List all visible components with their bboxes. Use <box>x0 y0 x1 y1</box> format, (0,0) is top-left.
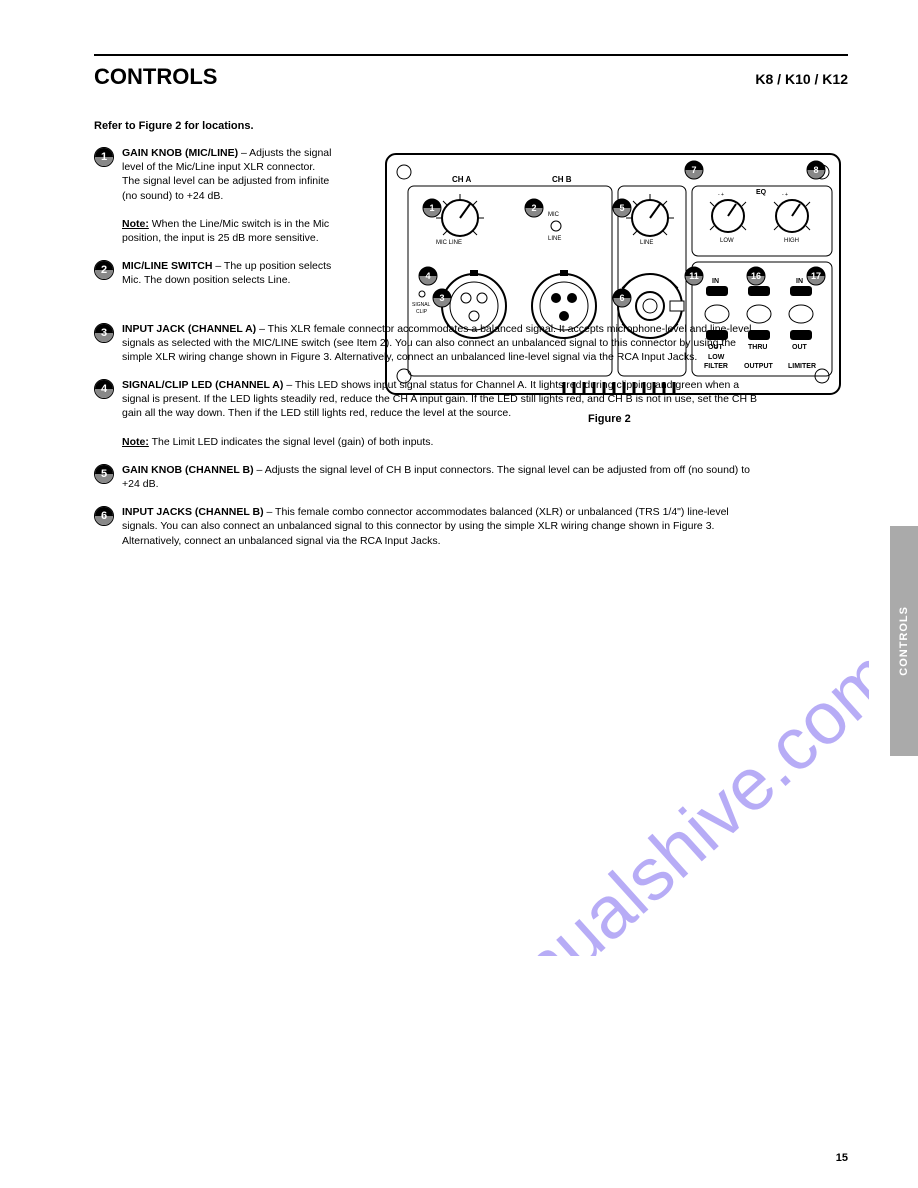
svg-text:MIC LINE: MIC LINE <box>436 240 462 246</box>
item-text: GAIN KNOB (MIC/LINE) – Adjusts the signa… <box>122 146 332 245</box>
page-number: 15 <box>836 1152 848 1164</box>
control-item-1: 1 GAIN KNOB (MIC/LINE) – Adjusts the sign… <box>94 146 346 245</box>
svg-text:5: 5 <box>619 203 624 213</box>
svg-text:- +: - + <box>718 192 724 198</box>
item-number-icon: 3 <box>94 323 114 343</box>
svg-text:- +: - + <box>782 192 788 198</box>
item-number-icon: 6 <box>94 506 114 526</box>
svg-text:MIC: MIC <box>548 212 560 218</box>
section-title: CONTROLS <box>94 64 217 90</box>
svg-text:3: 3 <box>439 293 444 303</box>
svg-text:11: 11 <box>689 271 699 281</box>
svg-text:IN: IN <box>712 278 719 285</box>
svg-text:8: 8 <box>813 165 818 175</box>
svg-text:LOW: LOW <box>720 238 734 244</box>
svg-text:SIGNAL: SIGNAL <box>412 302 431 308</box>
svg-text:7: 7 <box>691 165 696 175</box>
item-number-icon: 2 <box>94 260 114 280</box>
svg-text:HIGH: HIGH <box>784 238 799 244</box>
svg-text:EQ: EQ <box>756 189 767 196</box>
svg-text:17: 17 <box>811 271 821 281</box>
item-text: INPUT JACK (CHANNEL A) – This XLR female… <box>122 322 762 365</box>
svg-text:2: 2 <box>531 203 536 213</box>
control-item-2: 2 MIC/LINE SWITCH – The up position selec… <box>94 259 346 287</box>
control-item-4: 4 SIGNAL/CLIP LED (CHANNEL A) – This LED … <box>94 378 848 449</box>
item-text: GAIN KNOB (CHANNEL B) – Adjusts the sign… <box>122 463 762 491</box>
svg-text:1: 1 <box>429 203 434 213</box>
svg-text:4: 4 <box>425 271 430 281</box>
control-item-3: 3 INPUT JACK (CHANNEL A) – This XLR femal… <box>94 322 848 365</box>
item-text: SIGNAL/CLIP LED (CHANNEL A) – This LED s… <box>122 378 762 449</box>
item-text: MIC/LINE SWITCH – The up position select… <box>122 259 332 287</box>
svg-text:CLIP: CLIP <box>416 309 428 315</box>
item-number-icon: 4 <box>94 379 114 399</box>
svg-text:16: 16 <box>751 271 761 281</box>
svg-text:LINE: LINE <box>548 236 561 242</box>
item-number-icon: 1 <box>94 147 114 167</box>
item-number-icon: 5 <box>94 464 114 484</box>
product-title: K8 / K10 / K12 <box>755 71 848 87</box>
svg-text:LINE: LINE <box>640 240 653 246</box>
side-tab: CONTROLS <box>890 526 918 756</box>
svg-text:IN: IN <box>796 278 803 285</box>
svg-text:manualshive.com: manualshive.com <box>427 633 869 956</box>
svg-text:6: 6 <box>619 293 624 303</box>
svg-text:CH A: CH A <box>452 175 471 184</box>
svg-text:CH B: CH B <box>552 175 572 184</box>
intro-blurb: Refer to Figure 2 for locations. <box>94 120 848 132</box>
item-text: INPUT JACKS (CHANNEL B) – This female co… <box>122 505 762 548</box>
control-item-6: 6 INPUT JACKS (CHANNEL B) – This female c… <box>94 505 848 548</box>
control-item-5: 5 GAIN KNOB (CHANNEL B) – Adjusts the sig… <box>94 463 848 491</box>
